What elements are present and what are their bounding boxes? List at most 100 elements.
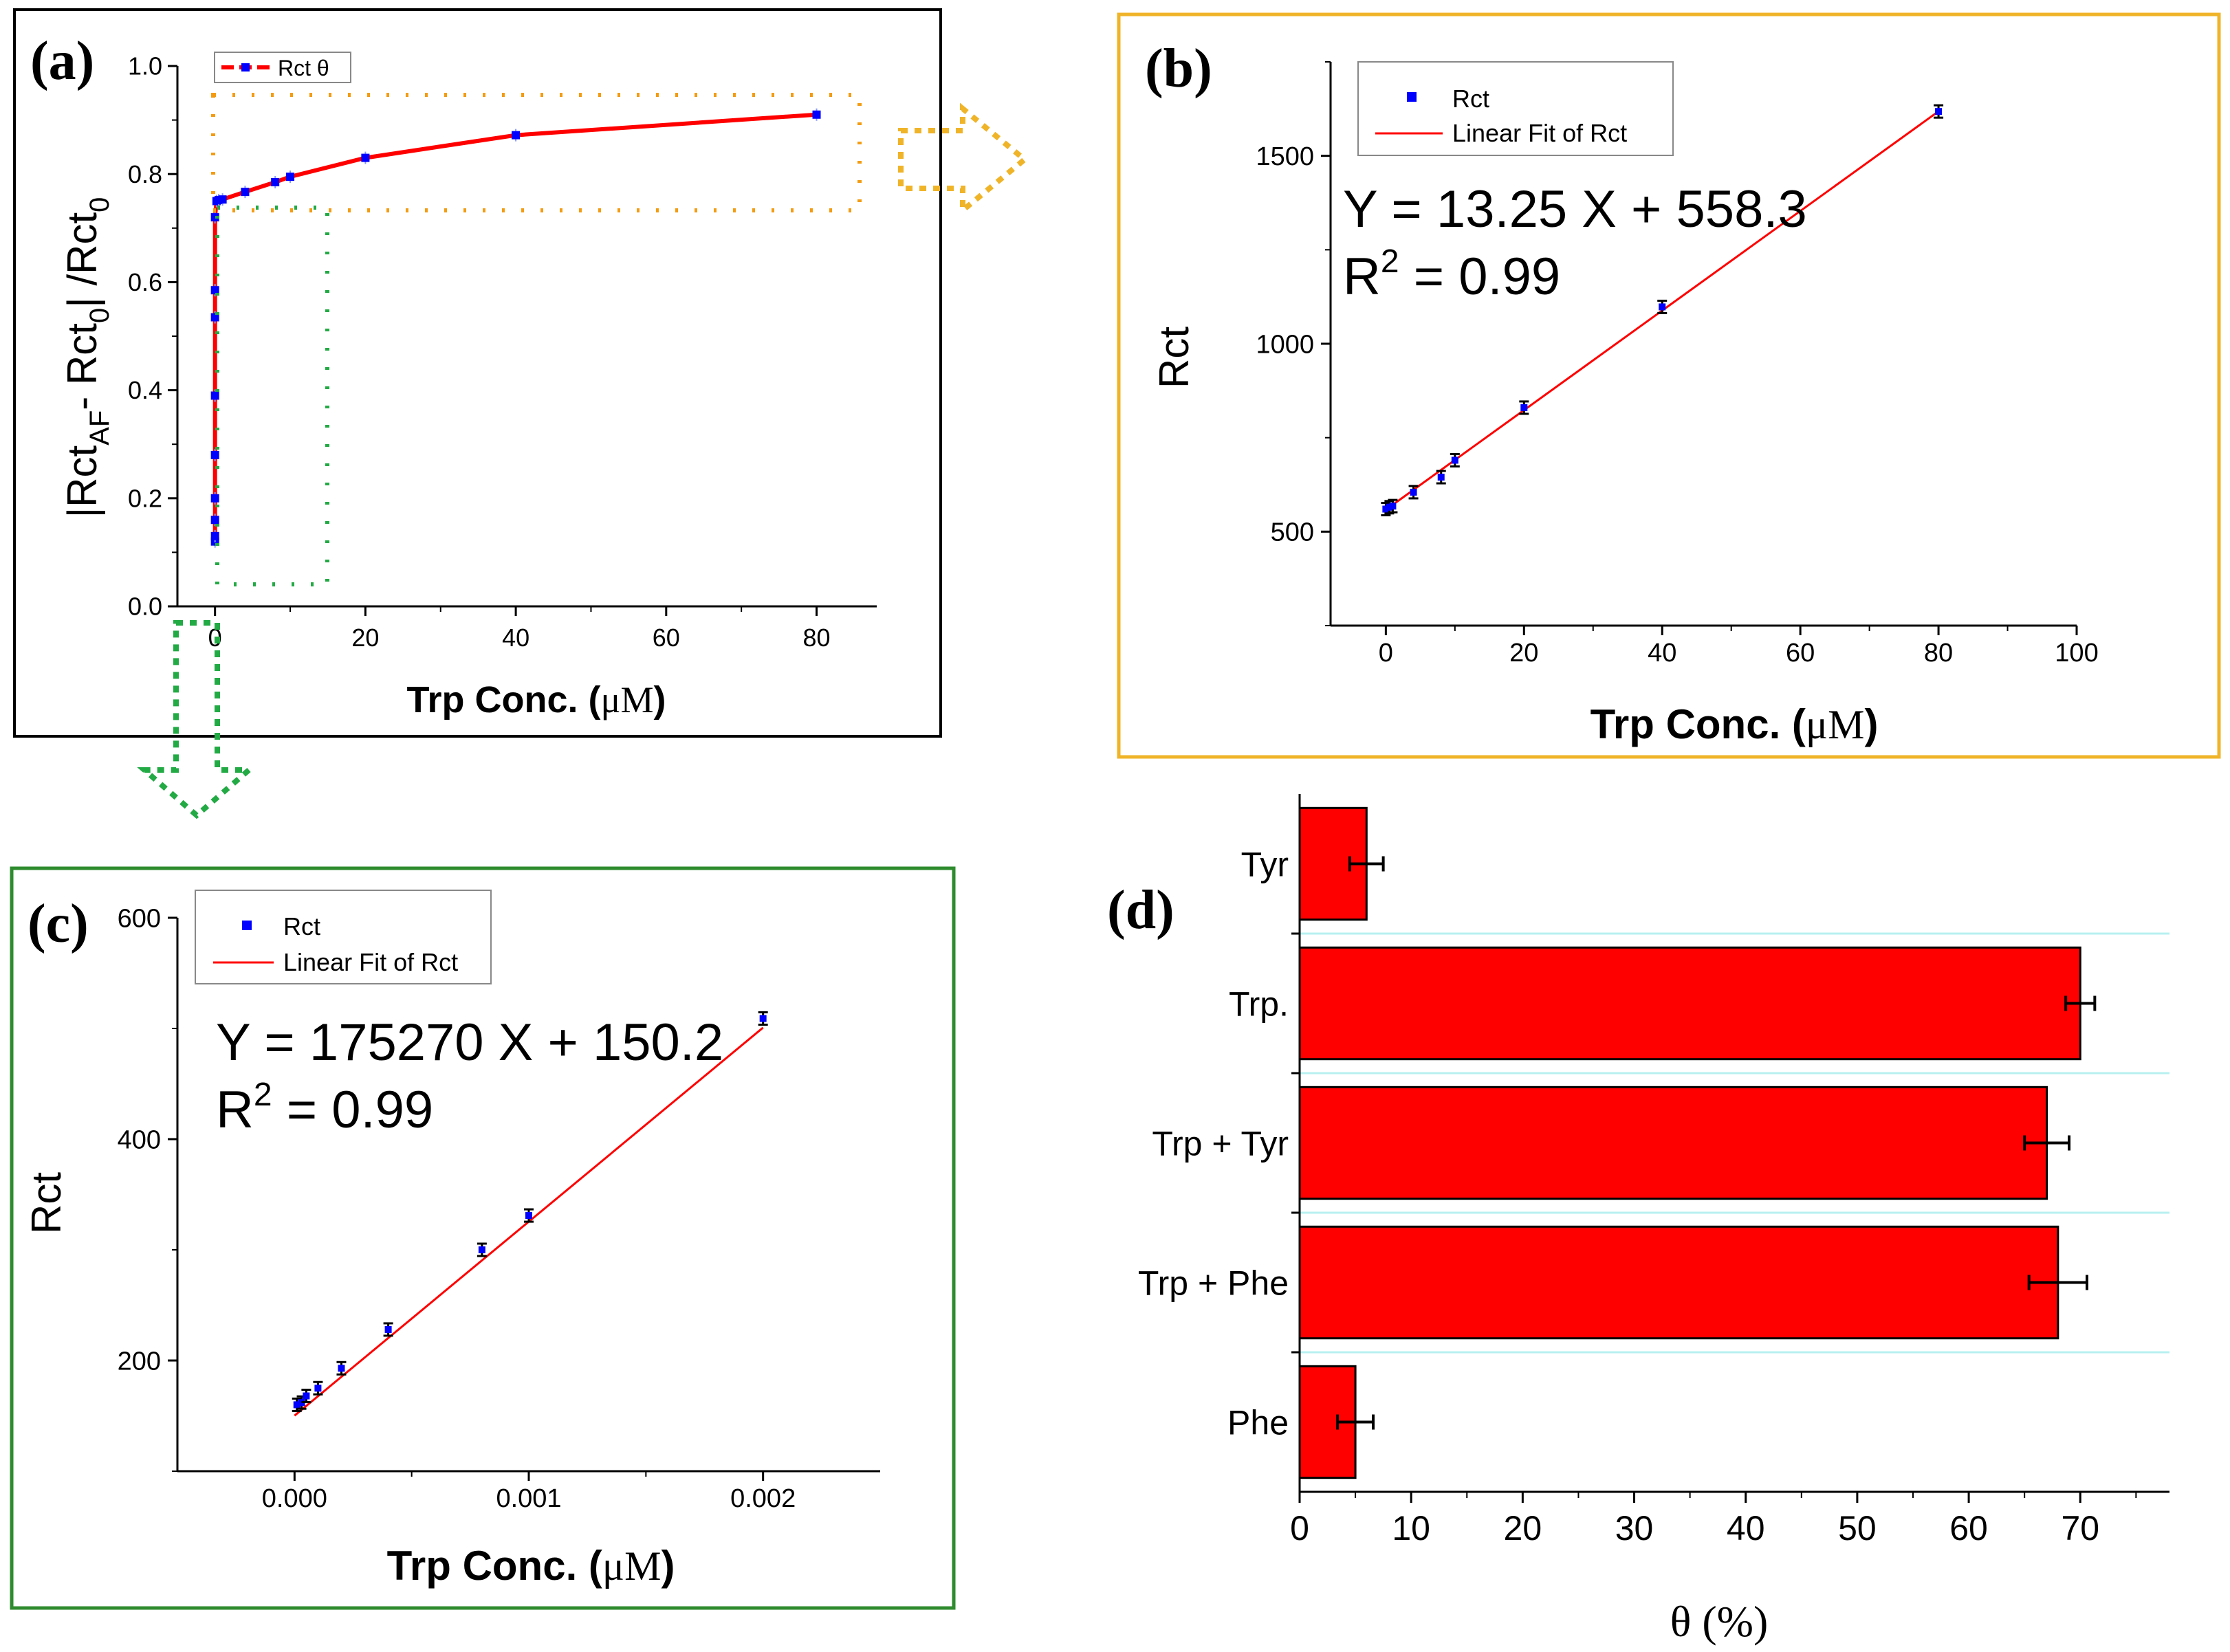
arrow-to-panel-c-icon <box>137 620 256 819</box>
panel-b-legend-points: Rct <box>1452 85 1489 113</box>
x-tick-label: 60 <box>1786 639 1815 668</box>
panel-d-xlabel: θ (%) <box>1670 1597 1769 1646</box>
bar-trp-tyr <box>1298 1086 2048 1200</box>
y-tick-label: 0.8 <box>128 160 162 188</box>
category-label: Trp. <box>1229 985 1289 1024</box>
y-tick-label: 1000 <box>1256 330 1314 359</box>
panel-b-legend: Rct Linear Fit of Rct <box>1357 61 1674 156</box>
x-tick-label: 50 <box>1838 1509 1877 1548</box>
y-tick-label: 400 <box>118 1125 161 1154</box>
panel-b-frame <box>1117 12 2221 759</box>
data-point <box>361 153 370 162</box>
y-tick-label: 0.6 <box>128 268 162 296</box>
data-point <box>303 1392 310 1400</box>
panel-d-axes: Tyr Trp. Trp + Tyr Trp + Phe Phe 0 10 20 30 40 50 6… <box>1138 794 2169 1548</box>
data-point <box>338 1365 345 1372</box>
data-point <box>1437 474 1445 481</box>
data-point <box>210 213 219 222</box>
x-tick-label: 0.002 <box>730 1484 796 1513</box>
category-label: Tyr <box>1241 846 1289 884</box>
data-point <box>1451 456 1458 464</box>
x-tick-label: 0 <box>1290 1509 1309 1548</box>
y-tick-label: 0.4 <box>128 376 162 404</box>
y-tick-label: 500 <box>1271 518 1314 547</box>
data-point <box>1382 505 1390 513</box>
data-point <box>271 177 280 186</box>
panel-c-ylabel: Rct <box>23 1172 69 1234</box>
category-label: Trp + Tyr <box>1152 1125 1289 1163</box>
y-tick-label: 1500 <box>1256 142 1314 171</box>
panel-c-legend: Rct Linear Fit of Rct <box>195 890 492 984</box>
green-highlight-box <box>215 206 329 586</box>
panel-b-axes: 0 20 40 60 80 100 500 1000 1500 <box>1256 61 2099 668</box>
category-label: Phe <box>1227 1404 1289 1442</box>
data-point <box>293 1401 300 1409</box>
data-point <box>1410 488 1417 496</box>
panel-b-equation: Y = 13.25 X + 558.3 <box>1343 180 1807 239</box>
x-tick-label: 40 <box>1648 639 1676 668</box>
x-tick-label: 60 <box>653 624 680 652</box>
category-label: Trp + Phe <box>1138 1264 1289 1303</box>
panel-a-frame <box>13 8 942 738</box>
data-point <box>210 494 219 503</box>
x-tick-label: 30 <box>1615 1509 1654 1548</box>
panel-c-equation: Y = 175270 X + 150.2 <box>216 1013 723 1072</box>
y-tick-label: 0.2 <box>128 484 162 512</box>
data-point <box>241 188 250 197</box>
x-tick-label: 20 <box>351 624 379 652</box>
data-point <box>1520 404 1528 411</box>
panel-a-axes: 0 20 40 60 800.00.20.40.60.81.0 <box>128 52 877 652</box>
y-tick-label: 200 <box>118 1347 161 1376</box>
data-point <box>210 391 219 400</box>
y-tick-label: 1.0 <box>128 52 162 80</box>
panel-b-r2: R2 = 0.99 <box>1343 243 1560 306</box>
x-tick-label: 40 <box>1727 1509 1765 1548</box>
x-tick-label: 60 <box>1949 1509 1988 1548</box>
data-point <box>812 110 821 119</box>
data-point <box>1389 503 1397 510</box>
x-tick-label: 0.001 <box>496 1484 561 1513</box>
x-tick-label: 70 <box>2061 1509 2099 1548</box>
panel-a-xlabel: Trp Conc. (μM) <box>407 679 666 720</box>
x-tick-label: 0 <box>1379 639 1393 668</box>
data-point <box>1935 108 1943 115</box>
x-tick-label: 80 <box>802 624 830 652</box>
series-line-rct-theta <box>212 112 817 542</box>
orange-highlight-box <box>211 93 862 212</box>
data-point <box>759 1015 767 1022</box>
panel-b-tag: (b) <box>1145 38 1212 99</box>
x-tick-label: 10 <box>1392 1509 1430 1548</box>
panel-a-legend: Rct θ <box>214 52 351 83</box>
x-tick-label: 20 <box>1504 1509 1542 1548</box>
data-point <box>210 531 219 540</box>
panel-b: (b) 0 20 40 60 80 100 500 1000 1500 Rct Linear F… <box>1117 12 2221 759</box>
legend-marker <box>1407 92 1417 102</box>
data-point <box>210 286 219 295</box>
data-point <box>1659 303 1666 311</box>
data-point <box>1386 503 1393 511</box>
x-tick-label: 20 <box>1509 639 1538 668</box>
panel-c-xlabel: Trp Conc. (μM) <box>387 1543 675 1589</box>
panel-a-legend-label: Rct θ <box>278 56 329 80</box>
panel-c: (c) 0.000 0.001 0.002 200 400 600 Rct Linear … <box>10 866 956 1610</box>
panel-b-ylabel: Rct <box>1151 327 1197 388</box>
bar-trp-phe <box>1298 1225 2059 1340</box>
data-point <box>210 450 219 459</box>
legend-marker <box>241 63 250 71</box>
panel-d-tag: (d) <box>1107 880 1174 940</box>
panel-c-legend-fit: Linear Fit of Rct <box>283 948 458 976</box>
panel-c-tag: (c) <box>28 894 89 954</box>
y-tick-label: 0.0 <box>128 593 162 621</box>
panel-c-legend-points: Rct <box>283 912 320 940</box>
panel-c-axes: 0.000 0.001 0.002 200 400 600 <box>118 904 880 1513</box>
panel-a-tag: (a) <box>30 31 94 91</box>
panel-a: (a) 0 20 40 60 800.00.20.40.60.81.0 Rct θ |R… <box>13 8 942 738</box>
data-point <box>218 195 227 204</box>
y-tick-label: 600 <box>118 904 161 933</box>
panel-b-legend-fit: Linear Fit of Rct <box>1452 119 1627 147</box>
data-point <box>210 516 219 525</box>
panel-b-xlabel: Trp Conc. (μM) <box>1590 701 1879 747</box>
data-point <box>384 1325 392 1333</box>
data-point <box>210 313 219 322</box>
